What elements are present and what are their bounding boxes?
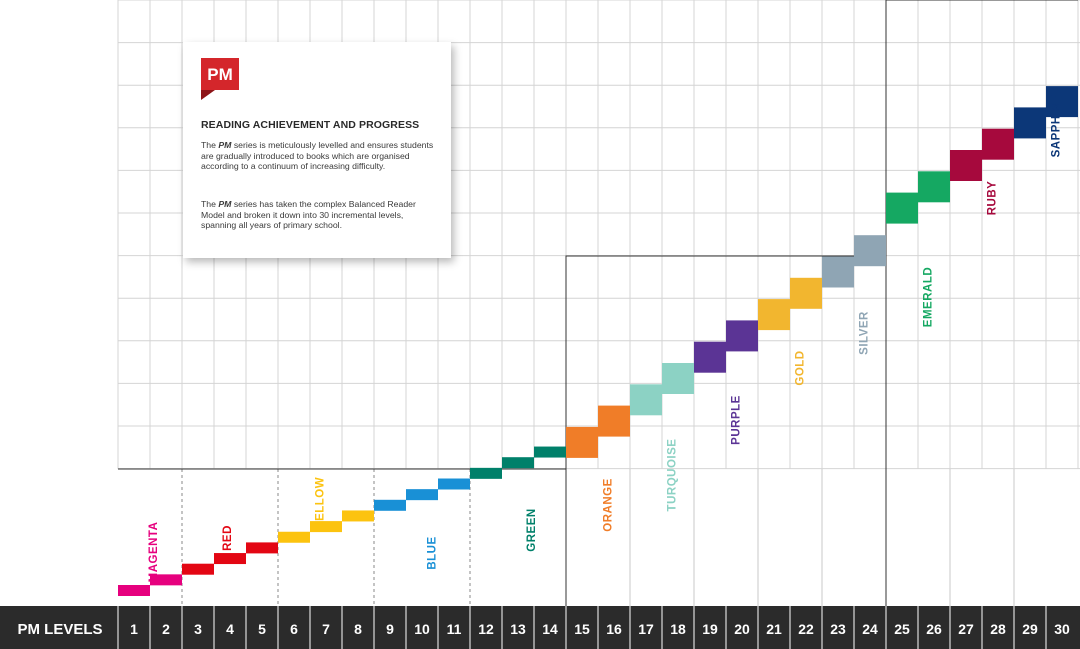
level-bar-6 <box>278 531 310 543</box>
band-label-orange: ORANGE <box>603 478 615 531</box>
pm-logo: PM <box>201 58 239 100</box>
para2-prefix: The <box>201 199 219 209</box>
stage-box-2 <box>565 255 887 606</box>
tick-label-19: 19 <box>702 621 718 637</box>
axis-title: PM LEVELS <box>17 621 102 638</box>
tick-label-13: 13 <box>510 621 526 637</box>
tick-label-8: 8 <box>354 621 362 637</box>
level-bar-29 <box>1014 107 1046 139</box>
level-bars <box>118 86 1078 596</box>
tick-label-21: 21 <box>766 621 782 637</box>
band-labels: MAGENTA RED YELLOW BLUE GREEN ORANGE TURQUOISE… <box>148 95 1062 583</box>
band-label-emerald: EMERALD <box>923 267 935 327</box>
axis-background <box>0 606 1080 649</box>
tick-label-26: 26 <box>926 621 942 637</box>
level-bar-23 <box>822 256 854 288</box>
level-bar-2 <box>150 574 182 586</box>
tick-label-12: 12 <box>478 621 494 637</box>
stage-box-1 <box>118 468 567 606</box>
band-label-yellow: YELLOW <box>315 477 327 529</box>
tick-label-14: 14 <box>542 621 558 637</box>
band-label-turquoise: TURQUOISE <box>667 439 679 512</box>
tick-label-27: 27 <box>958 621 974 637</box>
tick-label-20: 20 <box>734 621 750 637</box>
level-bar-1 <box>118 585 150 596</box>
tick-label-30: 30 <box>1054 621 1070 637</box>
info-card: PM READING ACHIEVEMENT AND PROGRESS The … <box>183 42 451 258</box>
card-paragraph-2: The PM series has taken the complex Bala… <box>201 199 436 231</box>
level-bar-13 <box>502 457 534 469</box>
tick-label-25: 25 <box>894 621 910 637</box>
stage-boxes <box>118 0 1078 606</box>
band-label-sapphire: SAPPHIRE <box>1051 95 1063 158</box>
tick-label-2: 2 <box>162 621 170 637</box>
level-bar-22 <box>790 277 822 309</box>
level-bar-12 <box>470 467 502 479</box>
level-bar-15 <box>566 426 598 458</box>
band-label-purple: PURPLE <box>731 395 743 445</box>
logo-text: PM <box>207 65 233 84</box>
level-bar-8 <box>342 510 374 522</box>
tick-label-22: 22 <box>798 621 814 637</box>
level-bar-20 <box>726 320 758 352</box>
band-label-magenta: MAGENTA <box>148 522 160 583</box>
band-label-silver: SILVER <box>859 311 871 355</box>
tick-label-17: 17 <box>638 621 654 637</box>
band-label-blue: BLUE <box>427 536 439 569</box>
level-bar-4 <box>214 553 246 565</box>
level-tick-labels: 1 2 3 4 5 6 7 8 9 10 11 12 13 14 15 16 17 18 19 20 21 22 23 24 2… <box>117 606 1070 649</box>
level-bar-18 <box>662 363 694 394</box>
band-label-green: GREEN <box>526 508 538 551</box>
tick-label-11: 11 <box>447 621 462 637</box>
para2-brand: PM <box>218 199 232 209</box>
level-bar-25 <box>886 192 918 224</box>
level-bar-26 <box>918 171 950 203</box>
level-bar-5 <box>246 542 278 554</box>
level-bar-21 <box>758 299 790 331</box>
logo-fold <box>201 90 215 100</box>
para1-prefix: The <box>201 140 219 150</box>
tick-label-18: 18 <box>670 621 686 637</box>
tick-label-29: 29 <box>1022 621 1038 637</box>
card-paragraph-1: The PM series is meticulously levelled a… <box>201 140 436 172</box>
levels-axis: PM LEVELS <box>0 606 1080 649</box>
tick-label-7: 7 <box>322 621 330 637</box>
tick-label-4: 4 <box>226 621 234 637</box>
band-label-ruby: RUBY <box>987 181 999 216</box>
band-label-gold: GOLD <box>795 350 807 385</box>
tick-label-10: 10 <box>414 621 430 637</box>
level-bar-24 <box>854 235 886 267</box>
level-bar-11 <box>438 478 470 490</box>
para2-text: series has taken the complex Balanced Re… <box>201 199 416 231</box>
tick-label-1: 1 <box>130 621 138 637</box>
tick-label-6: 6 <box>290 621 298 637</box>
card-title: READING ACHIEVEMENT AND PROGRESS <box>201 119 420 131</box>
tick-label-24: 24 <box>862 621 878 637</box>
level-bar-10 <box>406 489 438 501</box>
level-bar-16 <box>598 405 630 437</box>
level-bar-14 <box>534 446 566 458</box>
tick-label-3: 3 <box>194 621 202 637</box>
para1-brand: PM <box>218 140 232 150</box>
level-bar-28 <box>982 128 1014 160</box>
tick-label-23: 23 <box>830 621 846 637</box>
level-bar-7 <box>310 521 342 533</box>
tick-label-15: 15 <box>574 621 590 637</box>
level-bar-9 <box>374 499 406 511</box>
level-bar-30 <box>1046 86 1078 118</box>
level-bar-3 <box>182 563 214 575</box>
para1-text: series is meticulously levelled and ensu… <box>201 140 434 172</box>
tick-label-5: 5 <box>258 621 266 637</box>
band-label-red: RED <box>222 525 234 551</box>
tick-label-16: 16 <box>606 621 622 637</box>
level-bar-19 <box>694 341 726 373</box>
tick-label-28: 28 <box>990 621 1006 637</box>
level-bar-27 <box>950 150 982 181</box>
level-bar-17 <box>630 384 662 416</box>
stage-box-3 <box>885 0 1078 256</box>
tick-label-9: 9 <box>386 621 394 637</box>
logo-badge <box>201 58 239 90</box>
